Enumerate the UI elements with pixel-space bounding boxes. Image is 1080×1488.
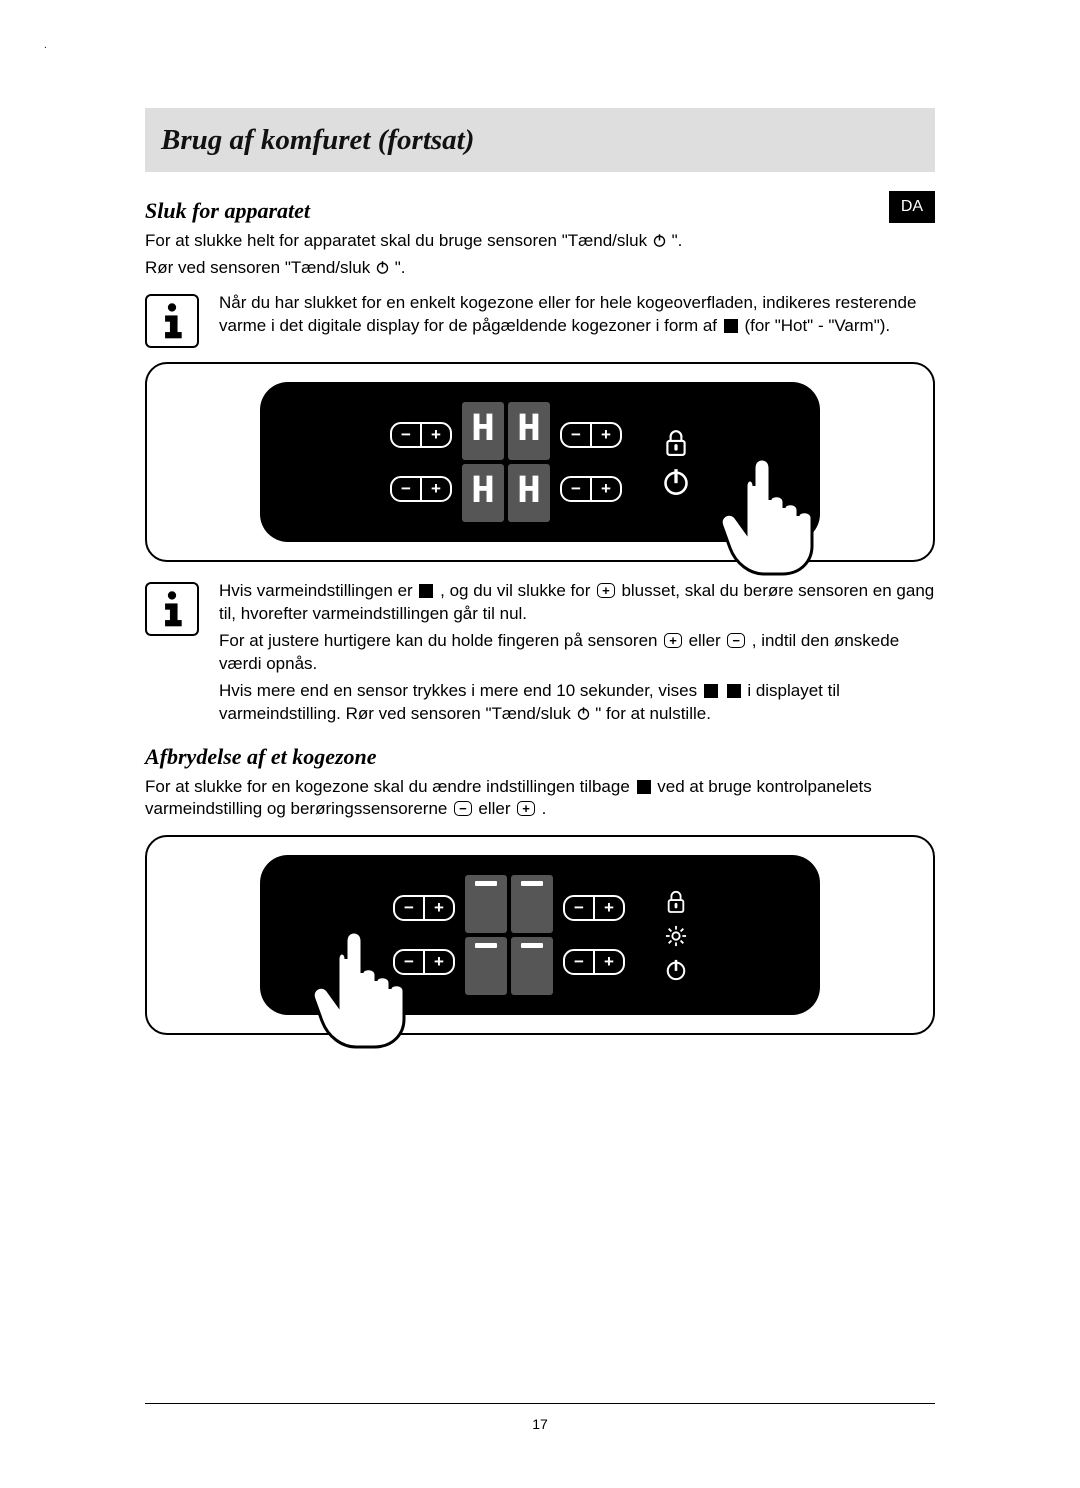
i2p2a: For at justere hurtigere kan du holde fi…: [219, 631, 662, 650]
page-number: 17: [0, 1416, 1080, 1432]
power-icon[interactable]: [665, 959, 687, 981]
zone-left-col: −+ −+: [390, 422, 452, 502]
content-area: Brug af komfuret (fortsat) DA Sluk for a…: [0, 0, 1080, 1035]
filled-square-icon: [637, 780, 651, 794]
info-icon: [145, 294, 199, 348]
plus-icon: +: [593, 951, 623, 973]
hand-pointer-icon: [300, 911, 430, 1051]
display-br: [511, 937, 553, 995]
lock-icon[interactable]: [665, 889, 687, 913]
power-icon: [576, 706, 591, 721]
plus-icon: +: [590, 478, 620, 500]
light-icon[interactable]: [665, 925, 687, 947]
s2p1or: eller: [478, 799, 515, 818]
zone-br-btn[interactable]: −+: [563, 949, 625, 975]
power-icon[interactable]: [662, 468, 690, 496]
information-icon: [157, 303, 187, 339]
control-panel-1: −+ −+ H H H H −+ −+: [260, 382, 820, 542]
info-box-2: Hvis varmeindstillingen er , og du vil s…: [145, 580, 935, 730]
zone-tr-btn[interactable]: −+: [563, 895, 625, 921]
filled-square-icon: [724, 319, 738, 333]
plus-btn-icon: +: [664, 633, 682, 648]
plus-icon: +: [593, 897, 623, 919]
manual-page: . Brug af komfuret (fortsat) DA Sluk for…: [0, 0, 1080, 1488]
dash-icon: [475, 881, 497, 886]
display-bl: H: [462, 464, 504, 522]
filled-square-icon: [704, 684, 718, 698]
i2p2or: eller: [689, 631, 726, 650]
power-icon: [375, 260, 390, 275]
dash-icon: [475, 943, 497, 948]
info1-b: (for "Hot" - "Varm").: [744, 316, 890, 335]
minus-icon: −: [565, 951, 593, 973]
s2p1a: For at slukke for en kogezone skal du æn…: [145, 777, 635, 796]
dash-icon: [521, 881, 543, 886]
info-box-1: Når du har slukket for en enkelt kogezon…: [145, 292, 935, 348]
i2p1b: , og du vil slukke for: [440, 581, 595, 600]
display-bl: [465, 937, 507, 995]
plus-icon: +: [420, 478, 450, 500]
plus-btn-icon: +: [517, 801, 535, 816]
i2p3a: Hvis mere end en sensor trykkes i mere e…: [219, 681, 702, 700]
section1-p2a: Rør ved sensoren "Tænd/sluk: [145, 258, 375, 277]
minus-icon: −: [392, 478, 420, 500]
section-banner: Brug af komfuret (fortsat): [145, 108, 935, 172]
minus-icon: −: [562, 424, 590, 446]
section2-heading: Afbrydelse af et kogezone: [145, 744, 935, 770]
section1-p2: Rør ved sensoren "Tænd/sluk ".: [145, 257, 935, 280]
hand-pointer-icon: [708, 438, 838, 578]
minus-btn-icon: −: [454, 801, 472, 816]
zone-tl-btn[interactable]: −+: [390, 422, 452, 448]
display-br: H: [508, 464, 550, 522]
section1-p1a: For at slukke helt for apparatet skal du…: [145, 231, 652, 250]
footer-rule: [145, 1403, 935, 1404]
display-tr: H: [508, 402, 550, 460]
i2p1a: Hvis varmeindstillingen er: [219, 581, 417, 600]
plus-icon: +: [590, 424, 620, 446]
zone-right-col: −+ −+: [560, 422, 622, 502]
info1-text: Når du har slukket for en enkelt kogezon…: [219, 292, 935, 348]
zone-tr-btn[interactable]: −+: [560, 422, 622, 448]
i2p3c: " for at nulstille.: [595, 704, 711, 723]
info-icon: [145, 582, 199, 636]
lock-icon[interactable]: [663, 428, 689, 456]
side-icons: [665, 889, 687, 981]
filled-square-icon: [419, 584, 433, 598]
display-tl: H: [462, 402, 504, 460]
section1-p1: For at slukke helt for apparatet skal du…: [145, 230, 935, 253]
minus-icon: −: [392, 424, 420, 446]
control-panel-2: −+ −+ −+ −+: [260, 855, 820, 1015]
zone-bl-btn[interactable]: −+: [390, 476, 452, 502]
section2-p1: For at slukke for en kogezone skal du æn…: [145, 776, 935, 822]
zone-br-btn[interactable]: −+: [560, 476, 622, 502]
side-icons: [662, 428, 690, 496]
minus-icon: −: [565, 897, 593, 919]
plus-btn-icon: +: [597, 583, 615, 598]
filled-square-icon: [727, 684, 741, 698]
center-display: H H H H: [462, 402, 550, 522]
center-display: [465, 875, 553, 995]
plus-icon: +: [420, 424, 450, 446]
section1-p2c: ".: [395, 258, 406, 277]
info2-text: Hvis varmeindstillingen er , og du vil s…: [219, 580, 935, 730]
section1-p1c: ".: [672, 231, 683, 250]
trim-marks: .: [44, 40, 45, 51]
figure-2: −+ −+ −+ −+: [145, 835, 935, 1035]
figure-1: −+ −+ H H H H −+ −+: [145, 362, 935, 562]
dash-icon: [521, 943, 543, 948]
language-tab: DA: [889, 191, 935, 223]
information-icon: [157, 591, 187, 627]
display-tr: [511, 875, 553, 933]
display-tl: [465, 875, 507, 933]
minus-icon: −: [562, 478, 590, 500]
banner-title: Brug af komfuret (fortsat): [161, 124, 474, 157]
section1-heading: Sluk for apparatet: [145, 198, 935, 224]
s2p1end: .: [542, 799, 547, 818]
power-icon: [652, 233, 667, 248]
minus-btn-icon: −: [727, 633, 745, 648]
zone-right-col: −+ −+: [563, 895, 625, 975]
